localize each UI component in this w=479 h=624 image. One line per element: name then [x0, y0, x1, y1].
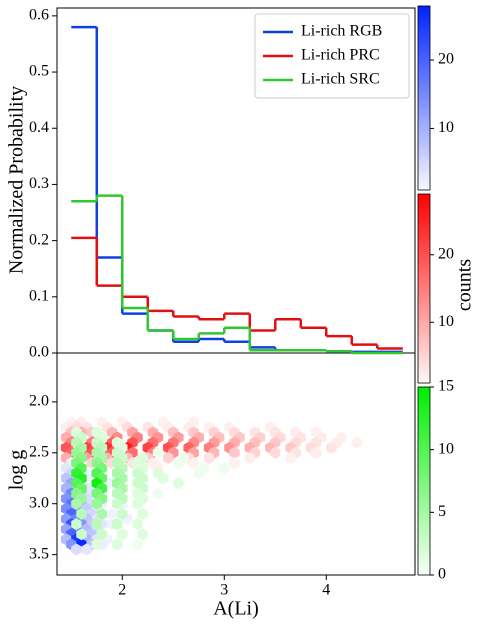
hexbin-cell [117, 507, 128, 520]
hexbin-cell [91, 518, 102, 531]
hexbin-cell [96, 528, 108, 541]
hexbin-cell [96, 507, 108, 520]
colorbar-tick-label: 10 [438, 313, 454, 330]
hexbin-cell [188, 457, 199, 469]
hexbin-cell [285, 451, 296, 464]
hexbin-cell [137, 528, 148, 541]
colorbar [417, 386, 431, 576]
hexbin-cell [310, 446, 322, 459]
hexbin-cell [193, 467, 204, 480]
bottom-axes-frame [56, 352, 416, 576]
hexbin-cell [132, 497, 143, 510]
hexbin-cell [137, 507, 148, 520]
hexbin-cell [229, 457, 240, 469]
y-tick-label: 0.1 [29, 287, 49, 304]
colorbar-tick-label: 20 [438, 51, 454, 68]
hexbin-cell [152, 446, 164, 459]
legend-label: Li-rich RGB [301, 23, 382, 40]
hexbin-cell [351, 436, 363, 449]
hexbin-cell [91, 497, 102, 510]
hexbin-cell [117, 528, 128, 541]
hexbin-cell [326, 441, 337, 454]
hexbin-cell [270, 446, 281, 459]
top-y-axis-label: Normalized Probability [6, 86, 28, 274]
hexbin-cell [152, 487, 164, 500]
colorbar [417, 5, 431, 191]
y-tick-label: 0.0 [29, 344, 49, 361]
hexbin-cell [76, 507, 87, 520]
hexbin-cell [112, 497, 123, 510]
y-tick-label: 3.0 [29, 494, 49, 511]
hexbin-cell [112, 538, 123, 551]
hexbin-cell [219, 462, 230, 475]
colorbar-tick-label: 10 [438, 119, 454, 136]
y-tick-label: 0.2 [29, 231, 49, 248]
hexbin-cell [71, 497, 82, 510]
x-tick-label: 2 [118, 582, 126, 599]
legend-box [254, 13, 410, 99]
hexbin-cell [203, 451, 215, 464]
hexbin-cell [244, 451, 255, 464]
y-tick-label: 0.5 [29, 63, 49, 80]
hexbin-cell [163, 451, 174, 464]
y-tick-label: 0.6 [29, 7, 49, 24]
legend-label: Li-rich PRC [301, 47, 380, 64]
bottom-y-axis-label: log g [6, 450, 28, 491]
colorbar-label: counts [454, 259, 476, 311]
colorbar-tick-label: 20 [438, 245, 454, 262]
hexbin-cell [112, 518, 123, 531]
hexbin-cell [76, 528, 87, 541]
legend-label: Li-rich SRC [301, 71, 380, 88]
colorbar-tick-label: 0 [438, 566, 446, 583]
hexbin-cell [157, 472, 169, 485]
y-tick-label: 0.3 [29, 175, 49, 192]
hexbin-layer [61, 416, 363, 556]
hexbin-cell [71, 518, 82, 531]
hexbin-cell [71, 543, 82, 556]
colorbar-tick-label: 15 [438, 378, 454, 395]
y-tick-label: 3.5 [29, 545, 49, 562]
hexbin-cell [81, 543, 92, 556]
colorbar-tick-label: 10 [438, 440, 454, 457]
hexbin-cell [173, 457, 184, 469]
x-tick-label: 3 [220, 582, 228, 599]
hexbin-cell [173, 477, 184, 490]
hexbin-cell [106, 507, 118, 520]
hexbin-cell [91, 538, 102, 551]
hexbin-cell [229, 446, 240, 459]
colorbar-tick-label: 5 [438, 503, 446, 520]
hexbin-cell [132, 538, 143, 551]
colorbar [417, 193, 431, 384]
x-tick-label: 4 [322, 582, 330, 599]
x-axis-label: A(Li) [213, 598, 259, 620]
hexbin-cell [132, 518, 143, 531]
y-tick-label: 2.5 [29, 443, 49, 460]
y-tick-label: 0.4 [29, 119, 49, 136]
y-tick-label: 2.0 [29, 393, 49, 410]
